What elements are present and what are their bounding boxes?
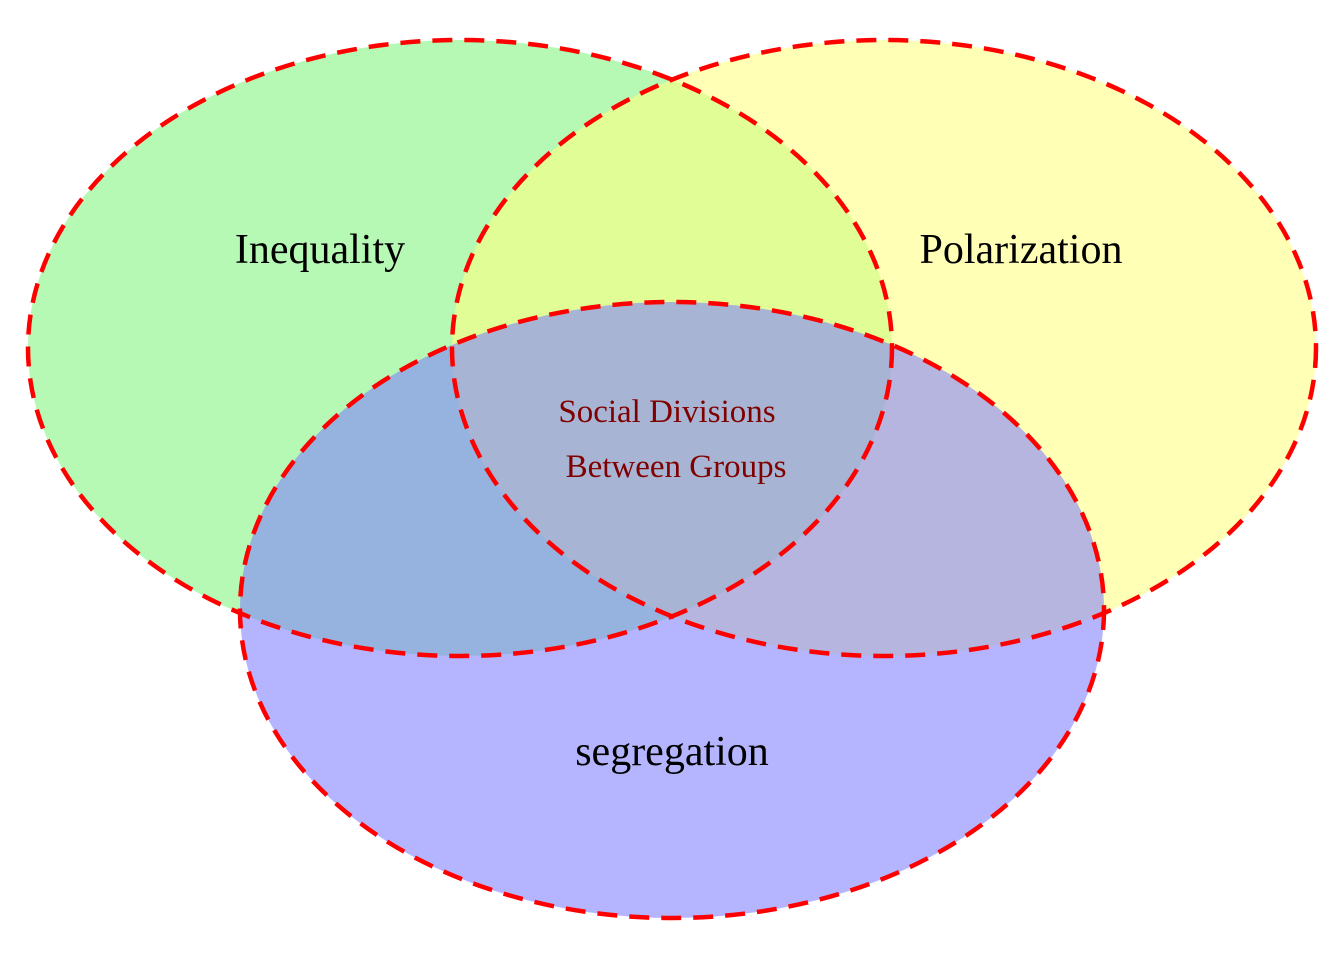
intersection-label-line2: Between Groups bbox=[566, 449, 787, 485]
inequality-label: Inequality bbox=[235, 227, 405, 273]
segregation-set-circle bbox=[240, 302, 1104, 918]
segregation-label: segregation bbox=[575, 729, 769, 775]
polarization-label: Polarization bbox=[920, 227, 1123, 273]
intersection-label-line1: Social Divisions bbox=[558, 394, 775, 430]
polarization-set-outline bbox=[449, 37, 1319, 659]
inequality-set-outline bbox=[25, 37, 895, 659]
segregation-set-outline bbox=[237, 299, 1107, 921]
